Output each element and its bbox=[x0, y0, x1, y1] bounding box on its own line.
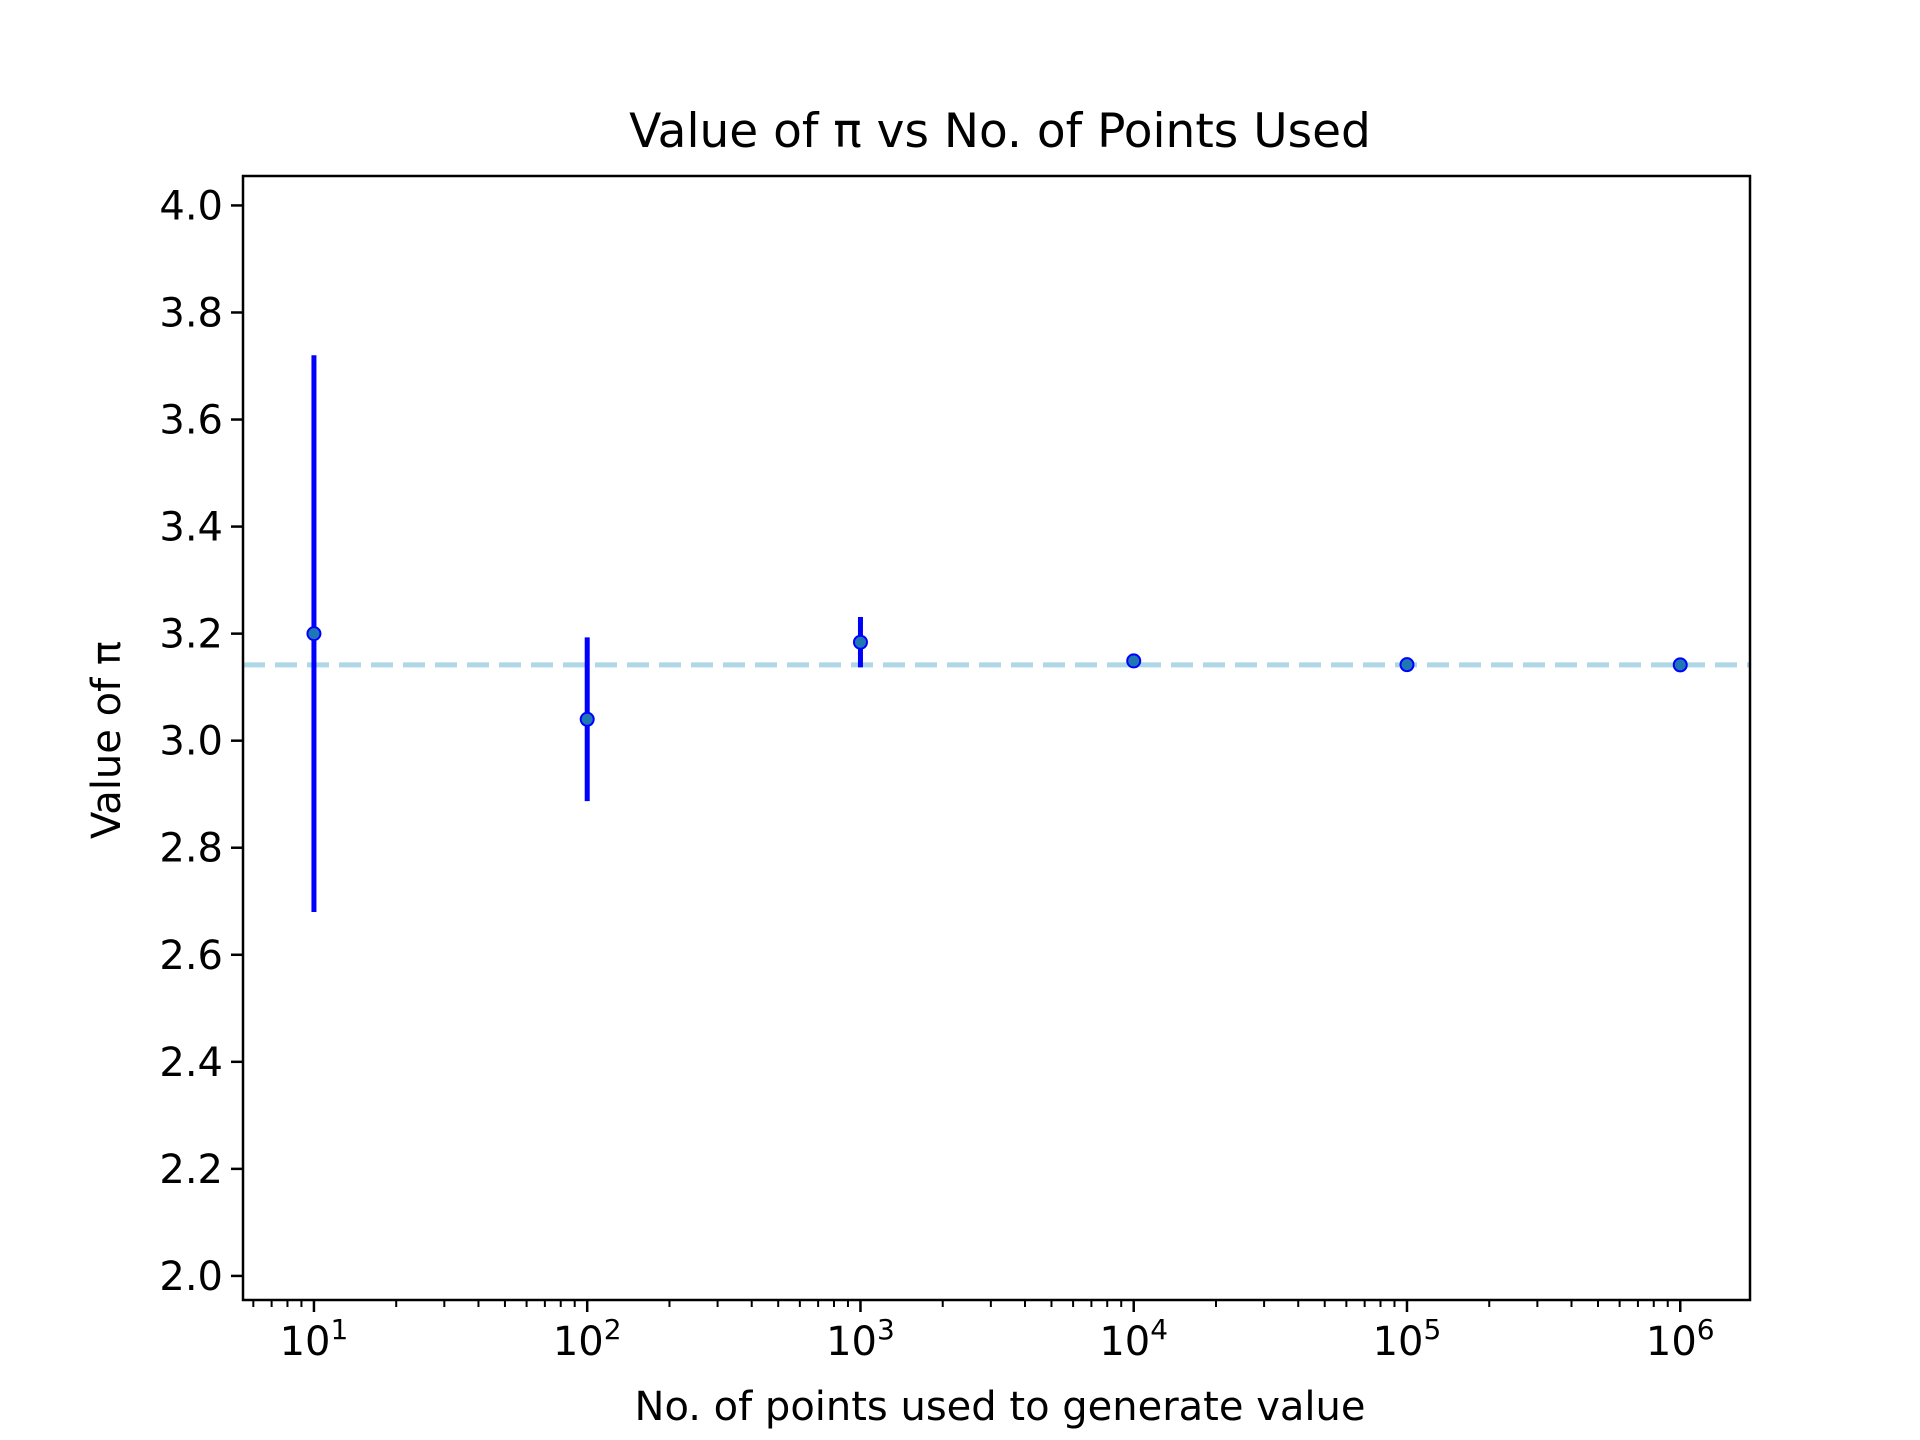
y-tick-label: 4.0 bbox=[159, 183, 223, 229]
y-tick-label: 3.4 bbox=[159, 505, 223, 551]
data-point bbox=[1399, 657, 1415, 673]
data-point bbox=[1126, 653, 1142, 669]
y-tick-label: 2.4 bbox=[159, 1040, 223, 1086]
y-tick-label: 2.2 bbox=[159, 1147, 223, 1193]
x-tick-label: 103 bbox=[826, 1313, 895, 1365]
y-tick-label: 2.0 bbox=[159, 1254, 223, 1300]
x-tick-label: 101 bbox=[280, 1313, 349, 1365]
axes-frame bbox=[241, 174, 1752, 1302]
y-tick-label: 2.8 bbox=[159, 826, 223, 872]
y-tick-label: 3.0 bbox=[159, 719, 223, 765]
x-axis-label: No. of points used to generate value bbox=[635, 1384, 1366, 1430]
data-point bbox=[1672, 657, 1688, 673]
data-point bbox=[852, 634, 868, 650]
y-tick-label: 2.6 bbox=[159, 933, 223, 979]
x-tick-label: 106 bbox=[1646, 1313, 1715, 1365]
data-point bbox=[579, 711, 595, 727]
y-tick-label: 3.8 bbox=[159, 290, 223, 336]
chart-title: Value of π vs No. of Points Used bbox=[629, 104, 1371, 159]
y-axis-label: Value of π bbox=[84, 641, 130, 839]
y-tick-label: 3.2 bbox=[159, 612, 223, 658]
y-tick-label: 3.6 bbox=[159, 398, 223, 444]
x-tick-label: 102 bbox=[553, 1313, 622, 1365]
x-tick-label: 104 bbox=[1099, 1313, 1168, 1365]
plot-area: 2.0 2.2 2.4 2.6 2.8 3.0 3.2 3.4 3.6 3.8 4.0 101 102 1… bbox=[159, 174, 1752, 1365]
x-tick-label: 105 bbox=[1373, 1313, 1442, 1365]
data-point bbox=[306, 626, 322, 642]
